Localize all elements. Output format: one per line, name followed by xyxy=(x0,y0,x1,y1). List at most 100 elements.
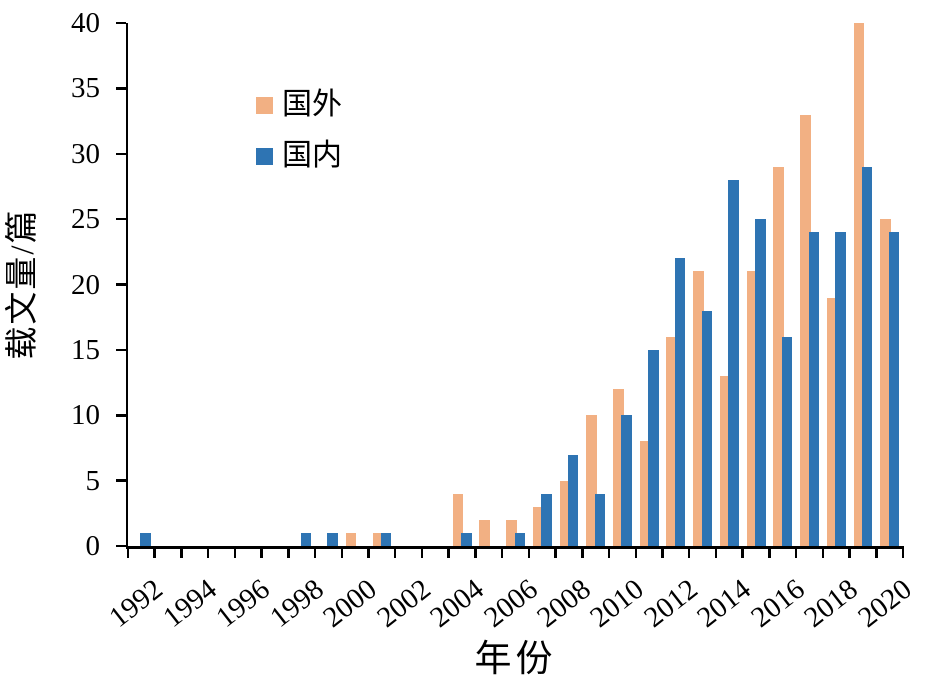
x-axis-tick xyxy=(126,546,130,558)
x-tick-label: 2010 xyxy=(584,573,651,634)
x-axis-tick xyxy=(794,546,798,558)
y-tick-label: 5 xyxy=(85,464,101,497)
x-axis-tick xyxy=(420,546,424,558)
y-axis-line xyxy=(125,23,128,549)
x-axis-tick xyxy=(607,546,611,558)
bar-domestic-1992 xyxy=(140,532,151,546)
x-tick-label: 2008 xyxy=(531,573,597,634)
y-tick-label: 20 xyxy=(71,268,100,301)
bar-domestic-2012 xyxy=(674,258,686,546)
x-axis-line xyxy=(125,546,904,549)
x-tick-label: 1998 xyxy=(263,573,330,634)
bar-foreign-2020 xyxy=(880,219,891,546)
bar-foreign-2015 xyxy=(746,271,758,546)
legend-swatch-domestic-icon xyxy=(256,147,273,165)
x-axis-tick xyxy=(180,546,183,558)
bar-domestic-2014 xyxy=(728,179,739,546)
x-tick-label: 2020 xyxy=(851,573,918,634)
x-axis-tick xyxy=(901,546,905,558)
x-axis-tick xyxy=(393,546,397,558)
bar-foreign-2000 xyxy=(345,532,357,546)
legend: 国外 国内 xyxy=(256,88,342,173)
y-tick-label: 0 xyxy=(85,530,101,562)
bar-domestic-2006 xyxy=(514,532,526,546)
x-axis-tick xyxy=(474,546,477,558)
x-tick-label: 2018 xyxy=(798,573,864,634)
bar-domestic-2004 xyxy=(461,532,472,546)
legend-item-domestic: 国内 xyxy=(256,139,342,173)
bar-foreign-2014 xyxy=(719,376,731,546)
bar-domestic-2017 xyxy=(808,232,820,546)
plot-area: 0 5 10 15 20 25 30 35 40 1992 1994 1996 1998 2000 2002… xyxy=(71,7,917,634)
x-axis-tick xyxy=(714,546,718,558)
x-axis-tick xyxy=(260,546,263,558)
y-tick-label: 15 xyxy=(71,333,100,366)
x-tick-label: 2000 xyxy=(317,573,383,634)
y-axis-title: 载文量/篇 xyxy=(5,208,41,360)
x-tick-label: 2016 xyxy=(745,573,811,634)
x-tick-label: 1996 xyxy=(210,573,276,634)
x-tick-label: 1994 xyxy=(157,573,223,634)
x-tick-label: 1992 xyxy=(103,573,170,634)
x-axis-tick xyxy=(367,546,370,558)
x-axis-tick xyxy=(153,546,156,558)
bar-foreign-2011 xyxy=(639,441,651,546)
bar-domestic-1998 xyxy=(300,532,312,546)
legend-item-foreign: 国外 xyxy=(256,88,342,122)
x-axis-tick xyxy=(687,546,691,558)
y-tick-label: 35 xyxy=(71,72,100,105)
bar-domestic-2010 xyxy=(621,415,632,547)
y-axis-tick xyxy=(115,283,126,286)
x-tick-label: 2002 xyxy=(370,573,437,634)
bar-foreign-2017 xyxy=(800,114,811,546)
x-axis-tick xyxy=(287,546,290,558)
x-axis-tick xyxy=(500,546,504,558)
x-axis-tick xyxy=(340,546,344,558)
legend-label-foreign: 国外 xyxy=(282,88,342,121)
x-axis-tick xyxy=(768,546,771,558)
bar-foreign-2016 xyxy=(773,166,784,546)
bar-domestic-2007 xyxy=(541,493,552,546)
bar-foreign-2005 xyxy=(479,519,490,546)
x-axis-tick xyxy=(527,546,531,558)
bar-foreign-2019 xyxy=(853,23,865,546)
bar-domestic-2009 xyxy=(594,493,606,546)
y-tick-label: 10 xyxy=(71,399,100,432)
bar-domestic-2015 xyxy=(755,219,766,546)
bar-domestic-2018 xyxy=(835,232,846,546)
y-axis-tick xyxy=(115,21,126,25)
y-axis-tick xyxy=(115,217,126,221)
x-tick-label: 2004 xyxy=(424,573,490,634)
bar-foreign-2008 xyxy=(559,480,571,546)
bar-domestic-2008 xyxy=(567,454,579,546)
x-axis-tick xyxy=(206,546,210,558)
x-axis-tick xyxy=(741,546,744,558)
bar-foreign-2018 xyxy=(826,297,838,546)
x-axis-tick xyxy=(313,546,317,558)
x-axis-tick xyxy=(554,546,557,558)
y-tick-label: 25 xyxy=(71,203,100,236)
x-axis-tick xyxy=(821,546,825,558)
bar-foreign-2010 xyxy=(613,389,624,546)
bar-domestic-1999 xyxy=(327,532,338,546)
x-tick-label: 2006 xyxy=(477,573,544,634)
bar-domestic-2001 xyxy=(380,532,392,546)
legend-label-domestic: 国内 xyxy=(282,139,342,172)
y-axis-tick xyxy=(115,479,126,482)
bar-domestic-2019 xyxy=(861,166,873,546)
x-axis-tick xyxy=(661,546,664,558)
legend-swatch-foreign-icon xyxy=(256,96,273,114)
y-tick-label: 40 xyxy=(71,7,100,39)
x-axis-tick xyxy=(581,546,584,558)
y-axis-tick xyxy=(115,152,126,155)
x-axis-tick xyxy=(447,546,450,558)
x-axis-tick xyxy=(848,546,851,558)
x-axis-tick xyxy=(634,546,637,558)
bar-foreign-2009 xyxy=(586,415,597,547)
bar-domestic-2016 xyxy=(781,336,793,546)
y-tick-label: 30 xyxy=(71,137,100,170)
y-axis-tick xyxy=(115,544,126,548)
x-axis-title: 年份 xyxy=(474,639,557,680)
bar-foreign-2004 xyxy=(452,493,464,546)
